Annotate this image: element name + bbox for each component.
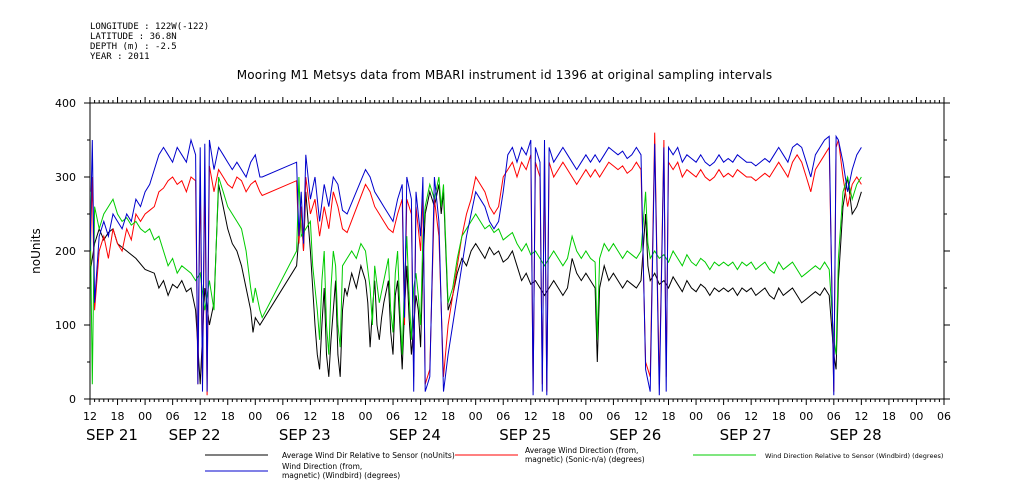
y-axis-label: noUnits — [29, 228, 43, 274]
x-tick-label: 12 — [83, 410, 97, 423]
x-day-label: SEP 24 — [389, 426, 441, 444]
x-tick-label: 12 — [854, 410, 868, 423]
x-tick-label: 06 — [717, 410, 731, 423]
meta-latitude: LATITUDE : 36.8N — [90, 32, 177, 42]
x-tick-label: 06 — [496, 410, 510, 423]
series-line-2 — [90, 175, 862, 385]
x-day-label: SEP 21 — [86, 426, 138, 444]
y-tick-label: 200 — [55, 245, 76, 258]
x-tick-label: 12 — [634, 410, 648, 423]
x-day-label: SEP 26 — [609, 426, 661, 444]
legend-label-1: Average Wind Direction (from, — [525, 446, 638, 455]
x-tick-label: 06 — [386, 410, 400, 423]
x-tick-label: 18 — [441, 410, 455, 423]
x-day-label: SEP 25 — [499, 426, 551, 444]
x-tick-label: 12 — [414, 410, 428, 423]
x-tick-label: 06 — [276, 410, 290, 423]
x-tick-label: 00 — [689, 410, 703, 423]
x-tick-label: 18 — [111, 410, 125, 423]
legend-label-3: magnetic) (Windbird) (degrees) — [282, 471, 400, 480]
meta-year: YEAR : 2011 — [90, 52, 150, 62]
x-tick-label: 06 — [606, 410, 620, 423]
x-tick-label: 18 — [882, 410, 896, 423]
x-tick-label: 00 — [799, 410, 813, 423]
x-tick-label: 12 — [524, 410, 538, 423]
chart-title: Mooring M1 Metsys data from MBARI instru… — [236, 68, 773, 82]
y-tick-label: 300 — [55, 171, 76, 184]
x-tick-label: 06 — [937, 410, 951, 423]
x-tick-label: 18 — [331, 410, 345, 423]
x-tick-label: 12 — [744, 410, 758, 423]
x-tick-label: 00 — [469, 410, 483, 423]
x-day-label: SEP 27 — [720, 426, 772, 444]
x-tick-label: 00 — [138, 410, 152, 423]
x-day-label: SEP 28 — [830, 426, 882, 444]
y-tick-label: 100 — [55, 319, 76, 332]
x-tick-label: 12 — [303, 410, 317, 423]
x-day-label: SEP 22 — [169, 426, 221, 444]
y-tick-label: 400 — [55, 97, 76, 110]
x-tick-label: 06 — [827, 410, 841, 423]
x-tick-label: 00 — [248, 410, 262, 423]
x-tick-label: 00 — [909, 410, 923, 423]
meta-longitude: LONGITUDE : 122W(-122) — [90, 22, 210, 32]
legend-label-1: magnetic) (Sonic-n/a) (degrees) — [525, 455, 645, 464]
legend-label-3: Wind Direction (from, — [282, 462, 362, 471]
x-tick-label: 18 — [662, 410, 676, 423]
x-tick-label: 18 — [221, 410, 235, 423]
legend-group: Average Wind Dir Relative to Sensor (noU… — [205, 446, 943, 480]
x-tick-label: 18 — [772, 410, 786, 423]
y-tick-label: 0 — [69, 393, 76, 406]
x-tick-label: 00 — [579, 410, 593, 423]
legend-label-0: Average Wind Dir Relative to Sensor (noU… — [282, 451, 455, 460]
x-day-label: SEP 23 — [279, 426, 331, 444]
x-tick-label: 12 — [193, 410, 207, 423]
meta-depth: DEPTH (m) : -2.5 — [90, 42, 177, 52]
x-tick-label: 06 — [166, 410, 180, 423]
x-tick-label: 00 — [358, 410, 372, 423]
x-tick-label: 18 — [551, 410, 565, 423]
metadata-block: LONGITUDE : 122W(-122) LATITUDE : 36.8N … — [90, 22, 209, 62]
series-line-3 — [90, 134, 862, 396]
ticks-group: 0 100 200 300 400 12 18 00 06 12 18 00 06 12 18 00 06 12 1… — [55, 97, 951, 444]
series-group — [90, 132, 862, 396]
legend-label-2: Wind Direction Relative to Sensor (Windb… — [765, 452, 943, 460]
